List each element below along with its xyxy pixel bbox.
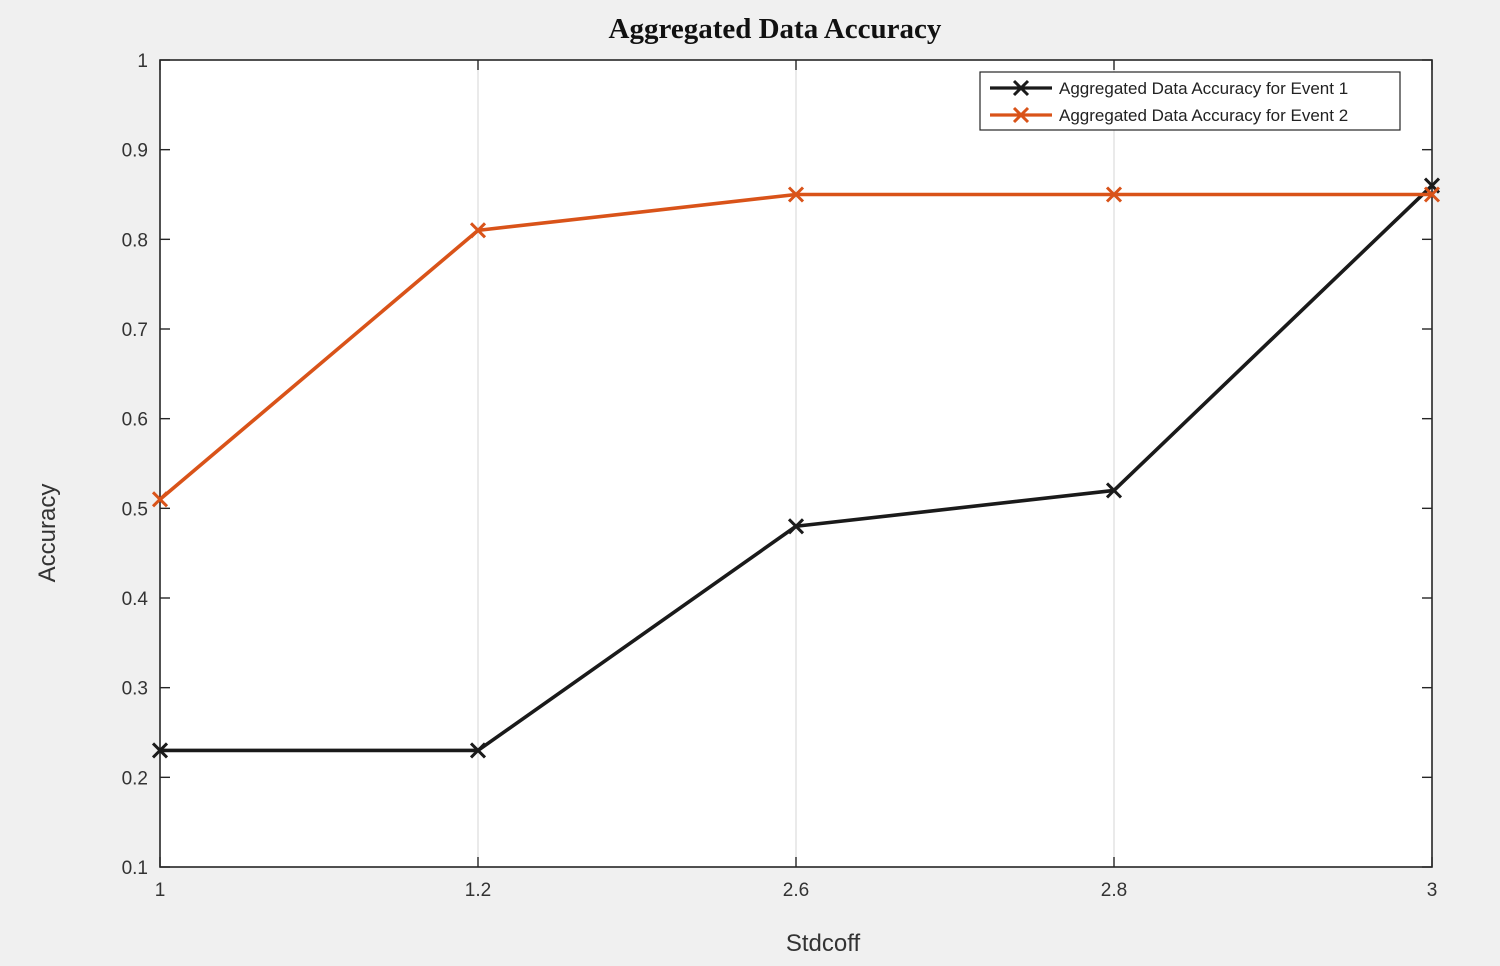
y-tick-label: 0.7 — [122, 320, 148, 341]
y-tick-label: 0.2 — [122, 768, 148, 789]
y-tick-label: 0.3 — [122, 679, 148, 700]
legend-marker — [1012, 106, 1030, 124]
legend-item-1: Aggregated Data Accuracy for Event 1 — [990, 79, 1348, 98]
y-tick-labels: 0.1 0.2 0.3 0.4 0.5 0.6 0.7 0.8 0.9 1 — [122, 51, 149, 879]
y-tick-label: 1 — [137, 51, 148, 72]
y-tick-label: 0.5 — [122, 499, 148, 520]
legend-marker — [1012, 79, 1030, 97]
series-2-point — [787, 186, 805, 203]
x-tick-labels: 1 1.2 2.6 2.8 3 — [155, 880, 1438, 901]
series-lines — [151, 177, 1441, 759]
legend-label: Aggregated Data Accuracy for Event 2 — [1059, 106, 1348, 125]
series-1-point — [469, 742, 487, 759]
series-2-point — [469, 222, 487, 239]
x-tick-label: 2.6 — [783, 880, 809, 901]
chart-title: Aggregated Data Accuracy — [609, 13, 942, 45]
x-tick-label: 1.2 — [465, 880, 491, 901]
legend: Aggregated Data Accuracy for Event 1 Aggr… — [979, 71, 1401, 131]
x-axis-label: Stdcoff — [786, 930, 861, 957]
legend-box — [979, 71, 1401, 131]
x-tick-label: 3 — [1427, 880, 1438, 901]
x-tick-label: 2.8 — [1101, 880, 1127, 901]
series-2-point — [1423, 186, 1441, 203]
y-tick-label: 0.9 — [122, 141, 148, 162]
legend-label: Aggregated Data Accuracy for Event 1 — [1059, 79, 1348, 98]
series-1-point — [787, 518, 805, 535]
legend-item-2: Aggregated Data Accuracy for Event 2 — [990, 106, 1348, 125]
series-2-point — [151, 491, 169, 508]
series-1-point — [151, 742, 169, 759]
y-tick-label: 0.4 — [122, 589, 149, 610]
y-axis-label: Accuracy — [34, 484, 61, 583]
y-tick-label: 0.8 — [122, 230, 148, 251]
series-2-point — [1105, 186, 1123, 203]
x-tick-label: 1 — [155, 880, 166, 901]
y-tick-label: 0.1 — [122, 858, 148, 879]
y-tick-label: 0.6 — [122, 410, 148, 431]
series-1-point — [1105, 482, 1123, 499]
plot-border — [159, 59, 1433, 868]
